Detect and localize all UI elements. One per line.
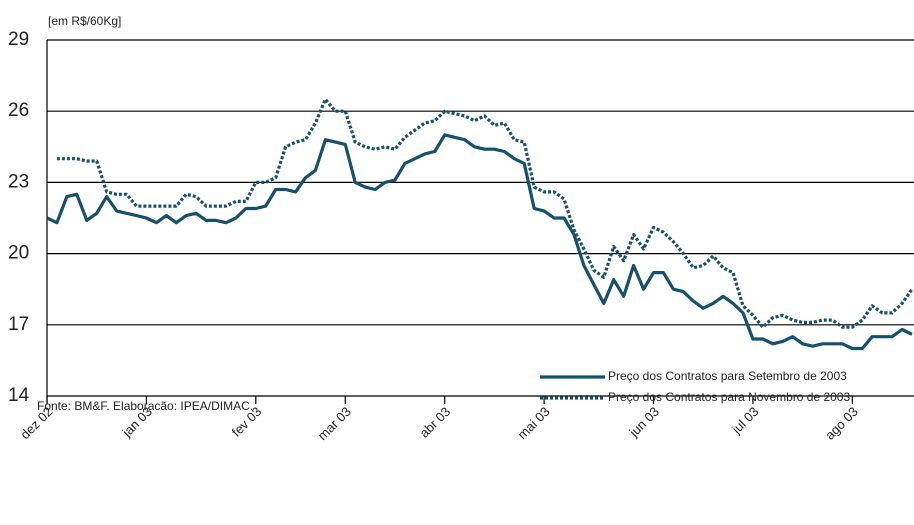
series-line <box>46 133 913 351</box>
y-tick-label: 26 <box>8 100 29 121</box>
legend-label: Preço dos Contratos para Setembro de 200… <box>608 369 847 383</box>
y-tick-label: 14 <box>8 385 30 406</box>
y-tick-label: 20 <box>8 243 29 264</box>
x-tick-label: mai 03 <box>514 404 552 442</box>
x-tick-label: jul 03 <box>728 404 761 437</box>
x-tick-label: abr 03 <box>417 404 454 441</box>
series-line <box>56 97 914 329</box>
y-tick-label: 23 <box>8 171 29 192</box>
y-tick-label: 29 <box>8 29 29 50</box>
unit-label: [em R$/60Kg] <box>48 14 121 28</box>
x-tick-label: ago 03 <box>822 404 861 443</box>
legend-label: Preço dos Contratos para Novembro de 200… <box>608 390 850 404</box>
x-tick-label: mar 03 <box>315 404 354 443</box>
x-tick-label: jun 03 <box>626 404 662 440</box>
y-tick-label: 17 <box>8 314 29 335</box>
source: Fonte: BM&F. Elaboracão: IPEA/DIMAC. <box>37 399 253 413</box>
